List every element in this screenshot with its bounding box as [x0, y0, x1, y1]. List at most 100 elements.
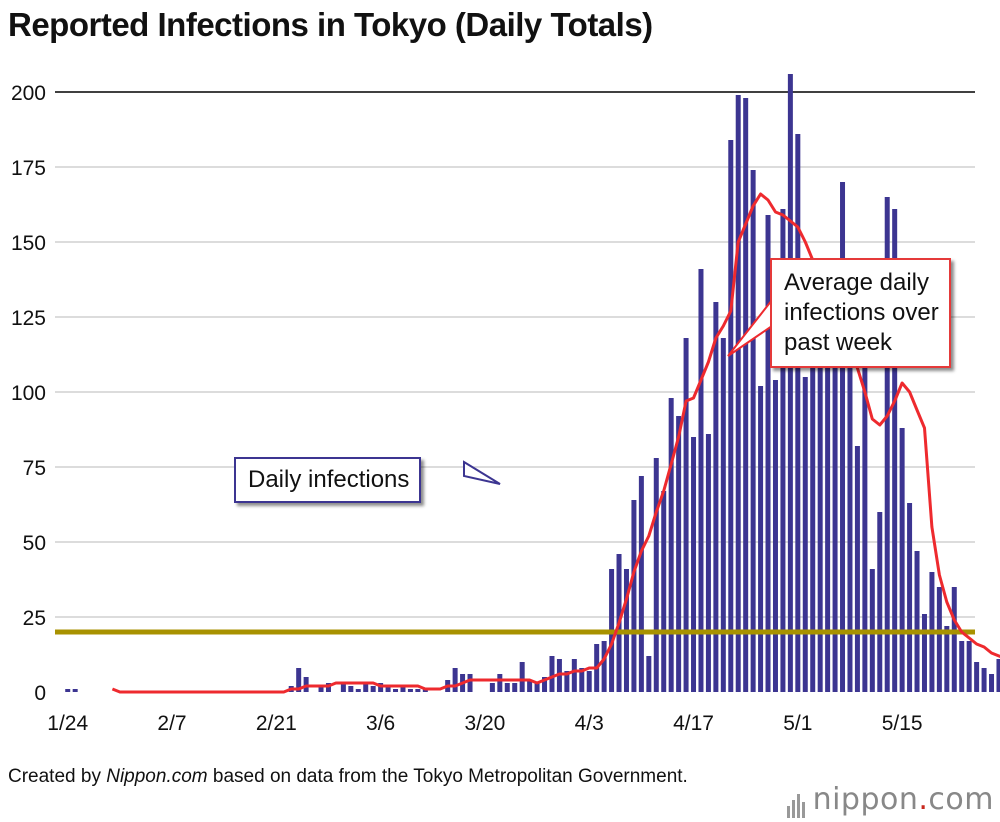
bar-day-100	[802, 377, 808, 692]
bar-day-71	[586, 671, 592, 692]
grid-lines	[55, 91, 975, 618]
logo-dot: .	[918, 782, 929, 817]
bar-day-116	[921, 614, 927, 692]
bar-day-124	[981, 668, 987, 692]
x-tick-label-4-3: 4/3	[575, 712, 604, 735]
bar-day-65	[542, 677, 548, 692]
average-callout-pointer	[727, 297, 773, 357]
chart-canvas: 0 25 50 75 100 125 150 175 200 1/24 2/7 2/21 3/6 3/2…	[11, 74, 1000, 735]
bar-day-93	[750, 170, 756, 692]
bar-day-102	[817, 365, 823, 692]
bar-day-108	[862, 368, 868, 692]
bar-day-103	[825, 296, 831, 692]
bar-day-55	[467, 674, 473, 692]
bar-day-85	[691, 437, 697, 692]
x-tick-label-5-1: 5/1	[783, 712, 812, 735]
y-tick-label-0: 0	[34, 682, 46, 705]
bar-day-94	[758, 386, 764, 692]
logo-name: nippon	[812, 782, 919, 817]
bar-day-41	[363, 683, 369, 692]
bar-day-107	[854, 446, 860, 692]
logo-mark-icon	[786, 783, 807, 818]
x-tick-label-4-17: 4/17	[673, 712, 714, 735]
bar-day-82	[668, 398, 674, 692]
bar-day-98	[787, 74, 793, 692]
bar-day-104	[832, 290, 838, 692]
bar-day-40	[355, 689, 361, 692]
bar-day-120	[951, 587, 957, 692]
logo-tld: com	[928, 782, 994, 817]
bar-day-126	[996, 659, 1000, 692]
seven-day-average-line	[111, 192, 1000, 694]
y-tick-label-50: 50	[23, 532, 46, 555]
bar-day-101	[810, 332, 816, 692]
x-tick-label-1-24: 1/24	[47, 712, 88, 735]
average-callout-line-2: infections over	[784, 299, 939, 326]
bar-day-68	[564, 671, 570, 692]
bar-day-88	[713, 302, 719, 692]
bar-day-46	[400, 686, 406, 692]
bar-day-123	[974, 662, 980, 692]
bar-day-87	[705, 434, 711, 692]
y-axis-tick-labels: 0 25 50 75 100 125 150 175 200	[11, 82, 46, 705]
y-tick-label-75: 75	[23, 457, 46, 480]
bar-day-90	[728, 140, 734, 692]
bar-day-81	[661, 491, 667, 692]
bar-day-125	[989, 674, 995, 692]
bar-day-78	[638, 476, 644, 692]
x-tick-label-2-7: 2/7	[157, 712, 186, 735]
bar-day-92	[743, 98, 749, 692]
bar-day-77	[631, 500, 637, 692]
bar-day-110	[877, 512, 883, 692]
bar-day-79	[646, 656, 652, 692]
x-tick-label-5-15: 5/15	[882, 712, 923, 735]
bar-day-32	[296, 668, 302, 692]
average-callout-line-3: past week	[784, 329, 893, 356]
bar-day-119	[944, 626, 950, 692]
bar-day-105	[840, 182, 846, 692]
bar-day-69	[571, 659, 577, 692]
source-name: Nippon.com	[106, 766, 208, 787]
bar-day-60	[504, 683, 510, 692]
y-tick-label-25: 25	[23, 607, 46, 630]
bar-day-80	[653, 458, 659, 692]
bar-day-95	[765, 215, 771, 692]
bar-day-70	[579, 668, 585, 692]
source-note: Created by Nippon.com based on data from…	[8, 764, 798, 790]
bar-day-47	[407, 689, 413, 692]
bar-day-42	[370, 686, 376, 692]
y-tick-label-100: 100	[11, 382, 46, 405]
bar-day-64	[534, 683, 540, 692]
bar-day-45	[393, 689, 399, 692]
y-tick-label-125: 125	[11, 307, 46, 330]
bar-day-97	[780, 209, 786, 692]
bar-day-112	[892, 209, 898, 692]
bar-day-113	[899, 428, 905, 692]
chart-title: Reported Infections in Tokyo (Daily Tota…	[8, 6, 653, 43]
bar-day-53	[452, 668, 458, 692]
bar-day-35	[318, 686, 324, 692]
daily-infections-callout: Daily infections	[234, 457, 422, 503]
x-axis-tick-labels: 1/242/72/213/63/204/34/175/15/156/2	[47, 712, 923, 735]
bar-day-63	[527, 680, 533, 692]
bar-day-73	[601, 641, 607, 692]
bar-day-96	[772, 380, 778, 692]
bar-day-62	[519, 662, 525, 692]
bar-day-83	[676, 416, 682, 692]
bar-day-38	[340, 683, 346, 692]
seven-day-average-line-group	[111, 192, 1000, 694]
x-tick-label-3-6: 3/6	[366, 712, 395, 735]
average-callout-line-1: Average daily	[784, 269, 929, 296]
daily-infections-callout-text: Daily infections	[248, 466, 410, 493]
y-tick-label-175: 175	[11, 157, 46, 180]
source-suffix: based on data from the Tokyo Metropolita…	[207, 766, 688, 787]
bar-day-121	[959, 641, 965, 692]
bar-day-44	[385, 686, 391, 692]
bar-day-2	[72, 689, 78, 692]
bar-day-122	[966, 641, 972, 692]
bar-day-86	[698, 269, 704, 692]
bar-day-39	[348, 686, 354, 692]
bar-day-84	[683, 338, 689, 692]
bar-day-118	[936, 587, 942, 692]
bar-day-61	[512, 683, 518, 692]
